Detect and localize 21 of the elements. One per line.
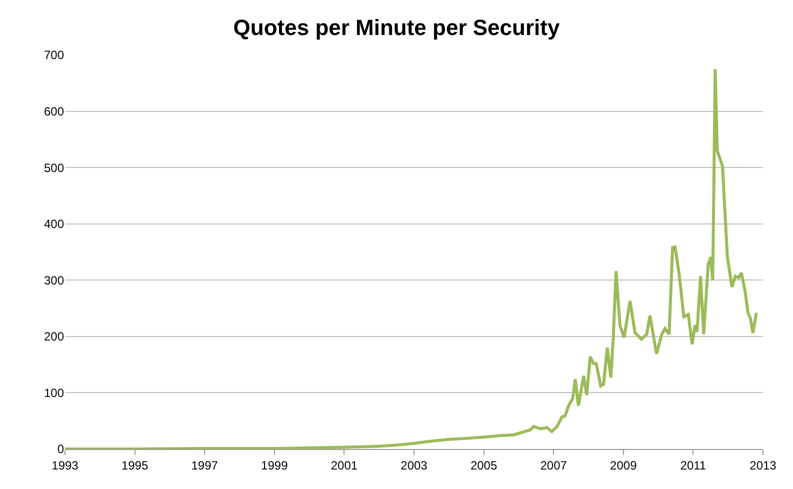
y-tick-label: 300 bbox=[44, 273, 64, 288]
y-tick-label: 0 bbox=[57, 442, 64, 456]
x-tick-label: 1993 bbox=[52, 458, 79, 472]
y-tick-label: 500 bbox=[44, 160, 64, 175]
y-tick-label: 200 bbox=[44, 330, 64, 344]
x-tick-label: 1997 bbox=[191, 458, 218, 472]
y-tick-label: 700 bbox=[44, 48, 64, 62]
x-tick-label: 1995 bbox=[121, 458, 148, 472]
x-tick-label: 2005 bbox=[470, 458, 498, 472]
line-series bbox=[65, 68, 758, 449]
x-tick-label: 2013 bbox=[750, 458, 777, 472]
x-tick-label: 2009 bbox=[610, 458, 638, 472]
x-tick-label: 2011 bbox=[680, 458, 706, 472]
y-tick-label: 600 bbox=[44, 104, 64, 118]
chart-title: Quotes per Minute per Security bbox=[233, 14, 560, 40]
x-tick-label: 1999 bbox=[261, 458, 288, 472]
x-tick-label: 2001 bbox=[330, 458, 358, 472]
y-tick-label: 400 bbox=[44, 217, 64, 232]
x-tick-label: 2003 bbox=[400, 458, 428, 472]
x-tick-label: 2007 bbox=[540, 458, 568, 472]
y-tick-label: 100 bbox=[44, 386, 64, 400]
